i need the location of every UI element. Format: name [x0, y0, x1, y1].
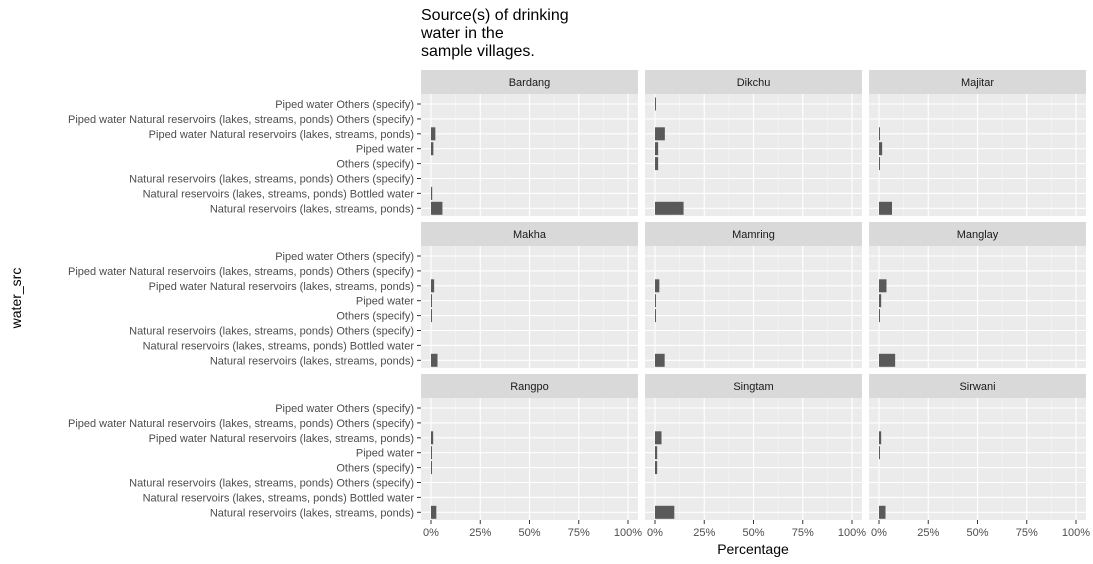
y-tick-label: Others (specify): [336, 311, 414, 323]
bar: [879, 309, 880, 323]
facet-label: Sirwani: [959, 381, 995, 393]
bar: [879, 279, 887, 293]
y-tick-label: Natural reservoirs (lakes, streams, pond…: [129, 326, 414, 338]
x-axis-title: Percentage: [717, 541, 789, 557]
bar: [879, 446, 880, 460]
y-tick-label: Piped water: [356, 448, 414, 460]
y-tick-label: Natural reservoirs (lakes, streams, pond…: [210, 203, 414, 215]
y-tick-label: Natural reservoirs (lakes, streams, pond…: [129, 478, 414, 490]
y-tick-label: Natural reservoirs (lakes, streams, pond…: [210, 507, 414, 519]
y-tick-label: Natural reservoirs (lakes, streams, pond…: [143, 188, 415, 200]
facet-label: Majitar: [961, 77, 994, 89]
y-tick-label: Natural reservoirs (lakes, streams, pond…: [143, 340, 415, 352]
bar: [655, 353, 665, 367]
y-tick-label: Piped water: [356, 296, 414, 308]
x-tick-label: 50%: [966, 527, 988, 539]
facet-strip: [869, 222, 1086, 246]
x-tick-label: 100%: [838, 527, 866, 539]
bar: [655, 201, 684, 215]
bar: [879, 201, 893, 215]
facet-label: Mamring: [732, 229, 775, 241]
y-tick-label: Piped water Others (specify): [275, 251, 414, 263]
y-tick-label: Piped water Natural reservoirs (lakes, s…: [149, 281, 414, 293]
bar: [431, 353, 438, 367]
bar: [431, 431, 434, 445]
facet-label: Dikchu: [737, 77, 771, 89]
y-tick-label: Others (specify): [336, 159, 414, 171]
y-tick-label: Piped water Natural reservoirs (lakes, s…: [68, 418, 414, 430]
y-tick-label: Piped water Others (specify): [275, 99, 414, 111]
facet-label: Makha: [513, 229, 547, 241]
facet-strip: [869, 374, 1086, 398]
x-tick-label: 25%: [469, 527, 491, 539]
facet-label: Bardang: [509, 77, 551, 89]
facet-label: Singtam: [733, 381, 773, 393]
facet-strip: [645, 70, 862, 94]
bar: [655, 127, 665, 141]
bar: [879, 505, 886, 519]
x-tick-label: 75%: [1016, 527, 1038, 539]
bar: [431, 461, 432, 475]
bar: [431, 279, 435, 293]
facet-label: Rangpo: [510, 381, 549, 393]
bar: [655, 431, 662, 445]
bar: [879, 127, 880, 141]
x-tick-label: 25%: [917, 527, 939, 539]
bar: [655, 279, 660, 293]
y-tick-label: Piped water: [356, 144, 414, 156]
facet-strip: [645, 374, 862, 398]
bar: [879, 142, 883, 156]
y-tick-label: Natural reservoirs (lakes, streams, pond…: [129, 174, 414, 186]
bar: [431, 505, 437, 519]
bar: [655, 157, 659, 171]
y-tick-label: Piped water Natural reservoirs (lakes, s…: [68, 114, 414, 126]
y-tick-label: Piped water Others (specify): [275, 403, 414, 415]
facet-strip: [421, 222, 638, 246]
y-tick-label: Natural reservoirs (lakes, streams, pond…: [143, 492, 415, 504]
y-tick-label: Piped water Natural reservoirs (lakes, s…: [149, 433, 414, 445]
bar: [655, 461, 658, 475]
x-tick-label: 100%: [1062, 527, 1090, 539]
bar: [431, 142, 434, 156]
bar: [431, 127, 436, 141]
x-tick-label: 75%: [568, 527, 590, 539]
y-tick-label: Piped water Natural reservoirs (lakes, s…: [68, 266, 414, 278]
x-tick-label: 50%: [742, 527, 764, 539]
y-tick-label: Others (specify): [336, 463, 414, 475]
bar: [431, 201, 443, 215]
x-tick-label: 50%: [518, 527, 540, 539]
facet-strip: [645, 222, 862, 246]
bar: [431, 294, 432, 308]
chart-title: Source(s) of drinking water in the sampl…: [421, 7, 569, 60]
bar: [879, 294, 882, 308]
y-tick-label: Piped water Natural reservoirs (lakes, s…: [149, 129, 414, 141]
bar: [879, 431, 882, 445]
x-tick-label: 25%: [693, 527, 715, 539]
x-tick-label: 100%: [614, 527, 642, 539]
bar: [879, 353, 896, 367]
y-tick-label: Natural reservoirs (lakes, streams, pond…: [210, 355, 414, 367]
bar: [655, 294, 656, 308]
bar: [655, 142, 659, 156]
x-tick-label: 0%: [871, 527, 887, 539]
bar: [655, 446, 658, 460]
x-tick-label: 0%: [647, 527, 663, 539]
facet-strip: [421, 70, 638, 94]
x-tick-label: 0%: [423, 527, 439, 539]
bar: [431, 309, 432, 323]
y-axis-title: water_src: [8, 268, 24, 330]
bar: [879, 157, 880, 171]
bar: [431, 186, 433, 200]
bar: [655, 309, 656, 323]
facet-strip: [421, 374, 638, 398]
bar: [655, 97, 656, 111]
facet-strip: [869, 70, 1086, 94]
x-tick-label: 75%: [792, 527, 814, 539]
bar: [431, 446, 432, 460]
facet-label: Manglay: [957, 229, 999, 241]
bar: [655, 505, 675, 519]
